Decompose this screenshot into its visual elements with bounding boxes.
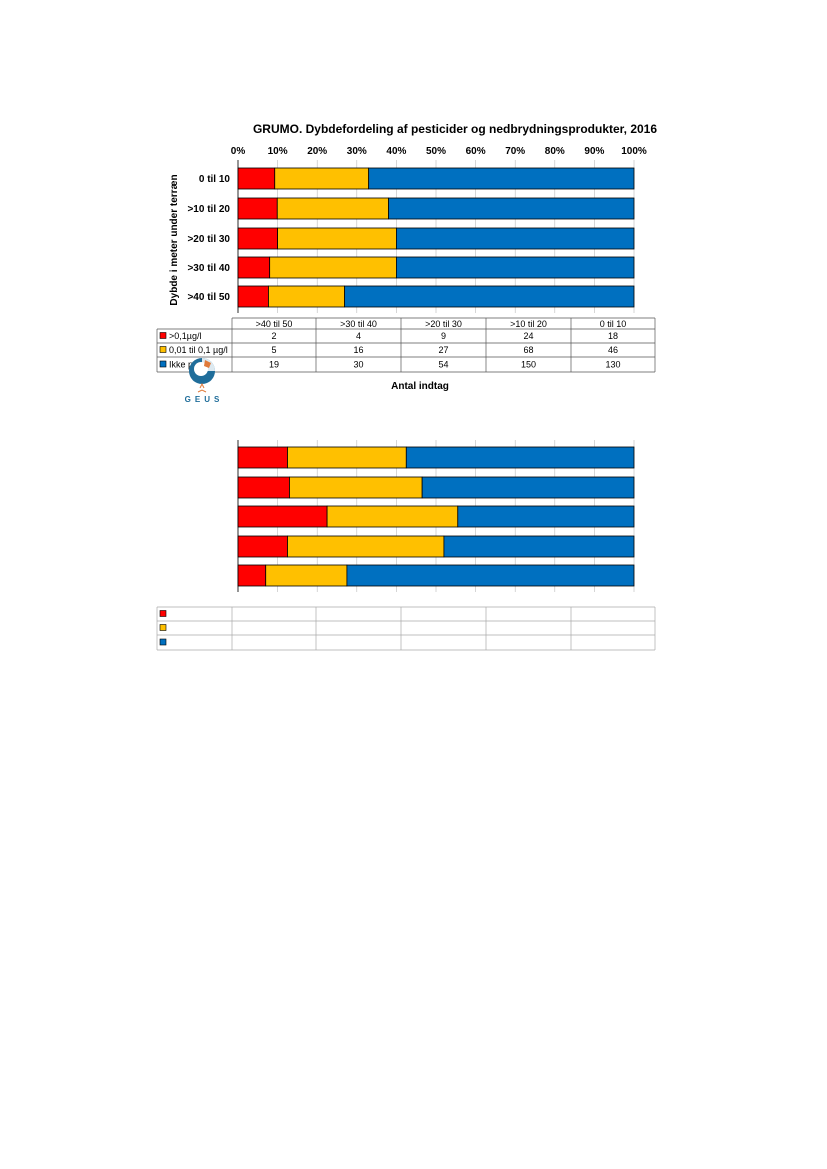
chart-top: GRUMO. Dybdefordeling af pesticider og n…	[156, 122, 657, 392]
y-axis-title: Dybde i meter under terræn	[169, 174, 180, 305]
table-cell: 4	[356, 331, 361, 341]
table-header-cell: >20 til 30	[425, 319, 462, 329]
bar-segment	[237, 564, 267, 587]
chart-bottom	[156, 440, 656, 651]
category-label: >10 til 20	[187, 204, 230, 215]
bar-segment	[274, 167, 370, 190]
x-tick-label: 0%	[231, 146, 246, 157]
data-table: >40 til 50 >30 til 40 >20 til 30 >10 til 20…	[156, 317, 656, 373]
bars	[237, 167, 635, 308]
bar-segment	[237, 285, 269, 308]
bar-segment	[443, 535, 635, 558]
x-tick-label: 100%	[621, 146, 647, 157]
bar-segment	[237, 197, 278, 220]
table-cell: 150	[521, 360, 536, 370]
x-tick-label: 50%	[426, 146, 446, 157]
table-cell: 130	[605, 360, 620, 370]
bar-segment	[237, 256, 271, 279]
table-cell: 54	[438, 360, 448, 370]
bar-segment	[269, 256, 397, 279]
table-header-cell: 0 til 10	[600, 319, 627, 329]
legend-swatch	[159, 360, 167, 368]
bar-segment	[346, 564, 635, 587]
bar-segment	[237, 446, 288, 469]
x-tick-label: 70%	[505, 146, 525, 157]
x-tick-label: 60%	[466, 146, 486, 157]
x-tick-label: 20%	[307, 146, 327, 157]
table-cell: 46	[608, 345, 618, 355]
category-label: >40 til 50	[187, 292, 230, 303]
bar-segment	[395, 256, 635, 279]
bar-segment	[237, 505, 328, 528]
legend-swatch	[159, 332, 167, 339]
legend-swatch	[159, 638, 167, 646]
bar-segment	[265, 564, 348, 587]
legend-swatch	[159, 346, 167, 353]
x-tick-labels: 0% 10% 20% 30% 40% 50% 60% 70% 80% 90% 100%	[231, 146, 647, 157]
bar-segment	[237, 167, 276, 190]
table-cell: 30	[353, 360, 363, 370]
bar-segment	[237, 535, 288, 558]
category-label: >20 til 30	[187, 234, 230, 245]
table-cell: 5	[271, 345, 276, 355]
table-header-cell: >10 til 20	[510, 319, 547, 329]
bar-segment	[405, 446, 635, 469]
geus-logo-icon	[189, 358, 215, 393]
bar-segment	[457, 505, 635, 528]
x-tick-label: 30%	[347, 146, 367, 157]
bar-segment	[344, 285, 635, 308]
table-cell: 27	[438, 345, 448, 355]
x-tick-label: 90%	[584, 146, 604, 157]
bar-segment	[237, 227, 278, 250]
bars	[237, 446, 635, 587]
legend-swatch	[159, 624, 167, 631]
bar-segment	[268, 285, 346, 308]
logo-text: GEUS	[185, 395, 224, 404]
x-axis-title: Antal indtag	[391, 381, 449, 392]
legend-label: Ikke påvist	[169, 360, 212, 370]
bar-segment	[326, 505, 459, 528]
bar-segment	[237, 476, 290, 499]
geus-logo: GEUS	[185, 358, 224, 404]
table-header-cell: >30 til 40	[340, 319, 377, 329]
bar-segment	[287, 535, 445, 558]
bar-segment	[276, 197, 389, 220]
data-table	[156, 606, 656, 651]
table-cell: 18	[608, 331, 618, 341]
table-cell: 68	[523, 345, 533, 355]
category-label: 0 til 10	[199, 174, 231, 185]
x-tick-label: 80%	[545, 146, 565, 157]
bar-segment	[395, 227, 635, 250]
table-cell: 2	[271, 331, 276, 341]
bar-segment	[287, 446, 407, 469]
x-tick-label: 10%	[268, 146, 288, 157]
legend-swatch	[159, 610, 167, 617]
table-header-cell: >40 til 50	[256, 319, 293, 329]
bar-segment	[277, 227, 397, 250]
bar-segment	[289, 476, 423, 499]
table-cell: 16	[353, 345, 363, 355]
table-cell: 19	[269, 360, 279, 370]
bar-segment	[368, 167, 635, 190]
bar-segment	[421, 476, 635, 499]
x-tick-label: 40%	[386, 146, 406, 157]
chart-title: GRUMO. Dybdefordeling af pesticider og n…	[253, 122, 657, 136]
table-cell: 9	[441, 331, 446, 341]
category-label: >30 til 40	[187, 263, 230, 274]
legend-label: 0,01 til 0,1 µg/l	[169, 345, 228, 355]
category-labels: 0 til 10 >10 til 20 >20 til 30 >30 til 40 >4…	[187, 174, 230, 303]
table-cell: 24	[523, 331, 533, 341]
legend-label: >0,1µg/l	[169, 331, 201, 341]
bar-segment	[388, 197, 635, 220]
